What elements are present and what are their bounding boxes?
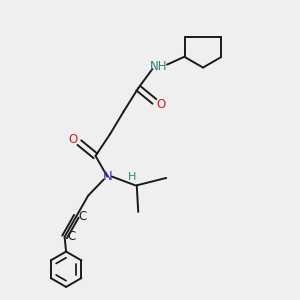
Text: NH: NH (150, 60, 168, 73)
Text: O: O (68, 133, 77, 146)
Text: N: N (102, 170, 112, 183)
Text: C: C (67, 230, 75, 243)
Text: C: C (79, 210, 87, 223)
Text: O: O (156, 98, 166, 111)
Text: H: H (128, 172, 136, 182)
